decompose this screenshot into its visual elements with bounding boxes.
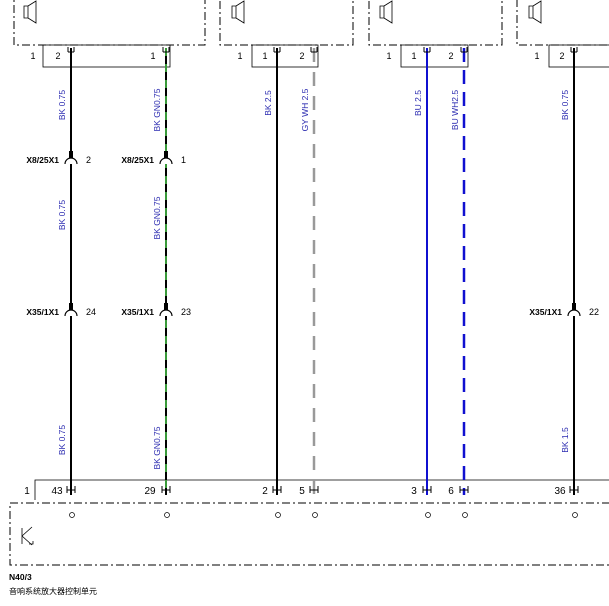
pin-fork bbox=[459, 486, 469, 493]
frames bbox=[9, 0, 609, 566]
wire-label: BK 2.5 bbox=[263, 90, 273, 116]
terminal-pin: 3 bbox=[411, 486, 417, 497]
splice-pin: 2 bbox=[86, 155, 91, 165]
terminal-pin: 6 bbox=[448, 486, 454, 497]
splice-pin: 22 bbox=[589, 307, 599, 317]
wire-label: BK GN0.75 bbox=[152, 88, 162, 131]
pin-number: 2 bbox=[448, 51, 453, 61]
ground-symbol bbox=[572, 512, 578, 518]
wire-label: BK 0.75 bbox=[57, 90, 67, 121]
splice-body bbox=[164, 151, 168, 158]
splice bbox=[64, 309, 78, 317]
splice-pin: 23 bbox=[181, 307, 191, 317]
ground-symbol bbox=[312, 512, 318, 518]
pin-fork bbox=[310, 47, 318, 53]
splice-body bbox=[572, 303, 576, 310]
wire-label: BK 1.5 bbox=[560, 427, 570, 453]
splice-body bbox=[164, 303, 168, 310]
wire-label: BK 0.75 bbox=[57, 425, 67, 456]
pin-number: 1 bbox=[237, 51, 242, 61]
splice-name: X35/1X1 bbox=[529, 307, 562, 317]
pin-fork bbox=[67, 47, 75, 53]
pin-fork bbox=[569, 486, 579, 493]
splice-body bbox=[69, 303, 73, 310]
pin-fork bbox=[66, 486, 76, 493]
splice bbox=[64, 157, 78, 165]
splice-pin: 1 bbox=[181, 155, 186, 165]
wire-label: BK 0.75 bbox=[57, 200, 67, 231]
splice bbox=[567, 309, 581, 317]
splice bbox=[159, 309, 173, 317]
component-name: 音响系统放大器控制单元 bbox=[9, 586, 97, 596]
splice-name: X8/25X1 bbox=[26, 155, 59, 165]
ground-symbol bbox=[425, 512, 431, 518]
splice bbox=[159, 157, 173, 165]
wire-label: BU WH2.5 bbox=[450, 90, 460, 130]
pin-fork bbox=[570, 47, 578, 53]
ground-symbol bbox=[69, 512, 75, 518]
pin-number: 2 bbox=[299, 51, 304, 61]
ground-symbol bbox=[275, 512, 281, 518]
pin-number: 1 bbox=[386, 51, 391, 61]
pin-fork bbox=[422, 486, 432, 493]
terminal-pin: 2 bbox=[262, 486, 268, 497]
ground-symbol bbox=[462, 512, 468, 518]
wire-label: BK GN0.75 bbox=[152, 196, 162, 239]
splice-name: X35/1X1 bbox=[121, 307, 154, 317]
pin-fork bbox=[161, 486, 171, 493]
splice-pin: 24 bbox=[86, 307, 96, 317]
pin-number: 1 bbox=[30, 51, 35, 61]
pin-number: 1 bbox=[534, 51, 539, 61]
pin-fork bbox=[423, 47, 431, 53]
pin-number: 1 bbox=[262, 51, 267, 61]
terminal-pin: 1 bbox=[24, 486, 30, 497]
splice-name: X35/1X1 bbox=[26, 307, 59, 317]
pin-fork bbox=[460, 47, 468, 53]
pin-number: 2 bbox=[55, 51, 60, 61]
wire-label: BK GN0.75 bbox=[152, 426, 162, 469]
terminal-pin: 43 bbox=[51, 486, 63, 497]
wire-label: BK 0.75 bbox=[560, 90, 570, 121]
wire-label: BU 2.5 bbox=[413, 90, 423, 116]
pin-fork bbox=[309, 486, 319, 493]
pin-fork bbox=[162, 47, 170, 53]
terminal-pin: 5 bbox=[299, 486, 305, 497]
terminal-pin: 36 bbox=[554, 486, 566, 497]
pin-fork bbox=[272, 486, 282, 493]
pin-number: 1 bbox=[411, 51, 416, 61]
wire-label: GY WH 2.5 bbox=[300, 88, 310, 131]
splice-name: X8/25X1 bbox=[121, 155, 154, 165]
pin-fork bbox=[273, 47, 281, 53]
component-id: N40/3 bbox=[9, 572, 32, 582]
splice-body bbox=[69, 151, 73, 158]
ground-symbol bbox=[164, 512, 170, 518]
terminal-pin: 29 bbox=[144, 486, 156, 497]
pin-number: 1 bbox=[150, 51, 155, 61]
pin-number: 2 bbox=[559, 51, 564, 61]
